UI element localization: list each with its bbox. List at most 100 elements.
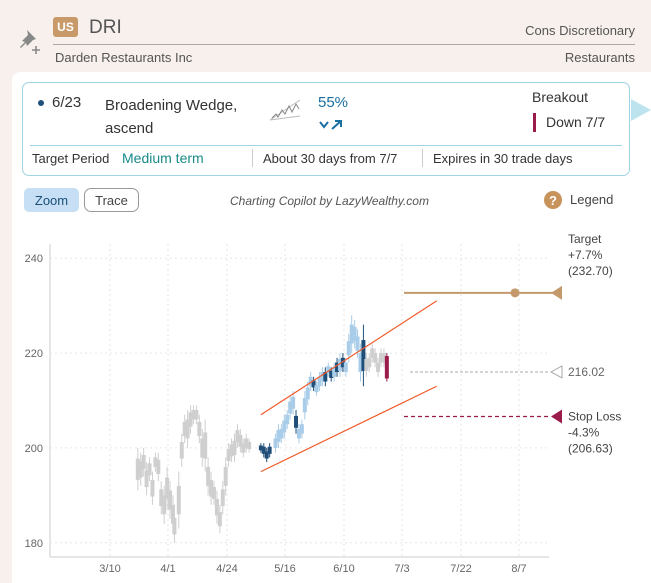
candle-body xyxy=(267,446,272,454)
candle-body xyxy=(364,359,369,371)
candle-body xyxy=(153,457,158,467)
breakout-direction-bar xyxy=(533,113,536,132)
candle-body xyxy=(282,420,287,433)
candle-body xyxy=(343,362,348,373)
stop-loss-pct: -4.3% xyxy=(568,425,600,439)
breakout-candle-body xyxy=(384,356,389,379)
target-period-value: Medium term xyxy=(122,150,204,166)
candle-body xyxy=(296,428,301,439)
candle-body xyxy=(214,498,219,516)
candle-body xyxy=(285,414,290,425)
candle-body xyxy=(258,445,263,451)
x-tick-label: 8/7 xyxy=(511,563,526,575)
candle-body xyxy=(182,421,187,437)
candle-body xyxy=(326,366,331,374)
x-tick-label: 4/1 xyxy=(160,563,175,575)
wedge-lower-line xyxy=(260,385,437,473)
candle-body xyxy=(247,441,252,450)
current-price-label: 216.02 xyxy=(568,365,605,379)
pattern-dot-icon xyxy=(38,100,44,106)
y-tick-label: 240 xyxy=(25,253,43,265)
candle-body xyxy=(299,424,304,434)
target-period-label: Target Period xyxy=(32,151,110,166)
chart-credit: Charting Copilot by LazyWealthy.com xyxy=(230,194,429,208)
candle-body xyxy=(226,449,231,461)
candle-body xyxy=(168,490,173,510)
pin-add-icon[interactable] xyxy=(12,26,44,56)
target-about-text: About 30 days from 7/7 xyxy=(263,151,398,166)
x-tick-label: 7/22 xyxy=(450,563,471,575)
candle-body xyxy=(314,385,319,393)
target-label: Target xyxy=(568,232,602,246)
industry-label: Restaurants xyxy=(564,50,635,65)
x-tick-label: 4/24 xyxy=(216,563,237,575)
candle-body xyxy=(241,443,246,453)
candle-body xyxy=(273,438,278,448)
zoom-button[interactable]: Zoom xyxy=(24,188,79,212)
candle-body xyxy=(135,458,140,480)
candle-body xyxy=(349,324,354,344)
pattern-card[interactable] xyxy=(22,82,630,176)
trace-button[interactable]: Trace xyxy=(84,188,139,212)
sector-label: Cons Discretionary xyxy=(525,23,635,38)
ticker-symbol: DRI xyxy=(89,17,122,38)
breakout-label: Breakout xyxy=(532,89,589,105)
target-pct: +7.7% xyxy=(568,248,603,262)
candle-body xyxy=(367,357,372,368)
header-divider xyxy=(53,44,635,45)
candle-body xyxy=(317,376,322,387)
candle-body xyxy=(352,326,357,342)
candle-body xyxy=(176,485,181,515)
candle-body xyxy=(229,444,234,457)
candle-body xyxy=(194,409,199,420)
target-arrow-icon xyxy=(551,285,562,300)
candle-body xyxy=(217,511,222,527)
candle-body xyxy=(144,470,149,488)
candle-body xyxy=(156,459,161,475)
candle-body xyxy=(147,463,152,476)
candle-body xyxy=(337,359,342,371)
candle-body xyxy=(311,380,316,388)
candle-body xyxy=(378,353,383,363)
expires-text: Expires in 30 trade days xyxy=(433,151,573,166)
help-icon[interactable]: ? xyxy=(544,191,562,209)
candle-body xyxy=(232,440,237,456)
candle-body xyxy=(291,396,296,409)
current-price-arrow-icon xyxy=(549,365,563,379)
card-divider xyxy=(30,145,622,146)
candle-body xyxy=(376,362,381,373)
success-probability: 55% xyxy=(318,94,349,111)
candle-body xyxy=(235,430,240,442)
candle-body xyxy=(294,415,299,428)
candle-body xyxy=(206,466,211,486)
candle-body xyxy=(200,438,205,458)
candle-body xyxy=(261,446,266,454)
candle-body xyxy=(244,438,249,448)
x-tick-label: 3/10 xyxy=(99,563,120,575)
candle-body xyxy=(308,376,313,387)
candle-body xyxy=(159,489,164,507)
x-tick-label: 6/10 xyxy=(333,563,354,575)
candle-body xyxy=(355,336,360,351)
y-tick-label: 180 xyxy=(25,538,43,550)
candle-body xyxy=(211,487,216,499)
candle-body xyxy=(276,430,281,442)
candle-body xyxy=(197,421,202,437)
pattern-date: 6/23 xyxy=(52,94,82,111)
candle-body xyxy=(381,353,386,363)
x-tick-label: 5/16 xyxy=(274,563,295,575)
candle-body xyxy=(335,362,340,373)
candle-body xyxy=(323,372,328,382)
breakout-value: Down 7/7 xyxy=(546,114,606,130)
card-next-arrow-icon[interactable] xyxy=(631,99,651,121)
candle-body xyxy=(209,479,214,497)
candle-body xyxy=(340,357,345,368)
candle-body xyxy=(162,495,167,515)
wedge-upper-line xyxy=(260,300,437,416)
candle-body xyxy=(191,409,196,420)
x-tick-label: 7/3 xyxy=(394,563,409,575)
candle-body xyxy=(223,466,228,486)
candle-body xyxy=(179,441,184,459)
legend-button[interactable]: Legend xyxy=(570,192,614,207)
